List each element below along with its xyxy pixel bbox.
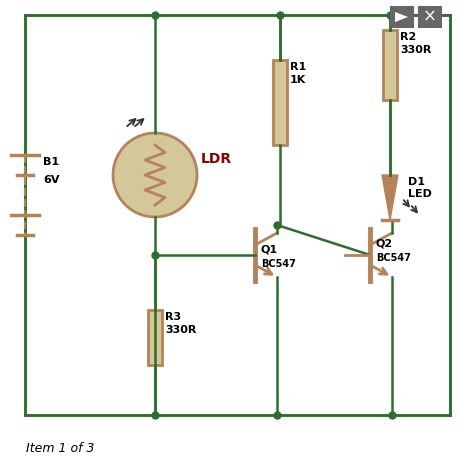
Bar xyxy=(390,6,414,28)
Text: D1: D1 xyxy=(408,177,425,187)
Text: Item 1 of 3: Item 1 of 3 xyxy=(26,442,94,455)
Text: 1K: 1K xyxy=(290,75,306,85)
Text: Q2: Q2 xyxy=(376,239,393,249)
Text: R3: R3 xyxy=(165,312,181,322)
Text: Q1: Q1 xyxy=(261,245,278,255)
Bar xyxy=(273,60,287,145)
Text: 330R: 330R xyxy=(400,45,431,55)
Text: BC547: BC547 xyxy=(261,259,296,269)
Bar xyxy=(148,310,162,365)
Text: ×: × xyxy=(423,8,437,26)
Bar xyxy=(25,15,450,415)
Text: B1: B1 xyxy=(43,157,59,167)
Circle shape xyxy=(113,133,197,217)
Text: R2: R2 xyxy=(400,32,416,42)
Text: LDR: LDR xyxy=(201,152,232,166)
Text: R1: R1 xyxy=(290,62,306,72)
Text: 6V: 6V xyxy=(43,175,60,185)
Polygon shape xyxy=(395,12,408,22)
Bar xyxy=(418,6,442,28)
Text: LED: LED xyxy=(408,189,432,199)
Text: 330R: 330R xyxy=(165,325,196,335)
Bar xyxy=(383,30,397,100)
Polygon shape xyxy=(382,175,398,220)
Text: BC547: BC547 xyxy=(376,253,411,263)
